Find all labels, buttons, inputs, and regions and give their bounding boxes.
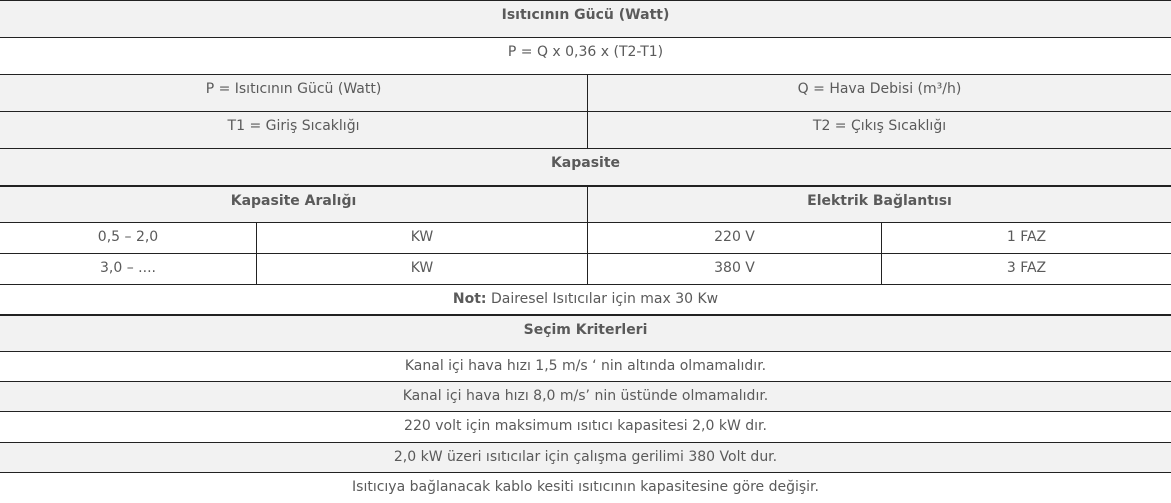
note-label: Not: [452, 291, 487, 307]
criteria-title-row: Seçim Kriterleri [0, 314, 1171, 351]
legend-row: P = Isıtıcının Gücü (Watt) Q = Hava Debi… [0, 74, 1171, 111]
legend-t1: T1 = Giriş Sıcaklığı [227, 118, 360, 134]
phase: 1 FAZ [881, 223, 1171, 253]
legend-row: T1 = Giriş Sıcaklığı T2 = Çıkış Sıcaklığ… [0, 111, 1171, 148]
criteria-title: Seçim Kriterleri [523, 322, 648, 338]
criteria-text: Kanal içi hava hızı 1,5 m/s ‘ nin altınd… [404, 358, 767, 374]
capacity-unit: KW [256, 223, 587, 253]
criteria-text: Kanal içi hava hızı 8,0 m/s’ nin üstünde… [402, 388, 769, 404]
criteria-item: Kanal içi hava hızı 1,5 m/s ‘ nin altınd… [0, 351, 1171, 381]
legend-t2: T2 = Çıkış Sıcaklığı [587, 112, 1171, 148]
note: Not: Dairesel Isıtıcılar için max 30 Kw [0, 285, 1171, 314]
note-text: Dairesel Isıtıcılar için max 30 Kw [486, 291, 719, 307]
capacity-title-row: Kapasite [0, 148, 1171, 185]
phase: 3 FAZ [881, 254, 1171, 284]
capacity-range: 3,0 – .... [100, 260, 156, 276]
criteria-item: 2,0 kW üzeri ısıtıcılar için çalışma ger… [0, 442, 1171, 472]
capacity-range-header: Kapasite Aralığı [230, 193, 357, 209]
criteria-text: 220 volt için maksimum ısıtıcı kapasites… [404, 418, 767, 434]
criteria-item: Kanal içi hava hızı 8,0 m/s’ nin üstünde… [0, 381, 1171, 411]
criteria-item: 220 volt için maksimum ısıtıcı kapasites… [0, 411, 1171, 442]
legend-q: Q = Hava Debisi (m³/h) [587, 75, 1171, 111]
criteria-item: Isıtıcıya bağlanacak kablo kesiti ısıtıc… [0, 472, 1171, 503]
table-title: Isıtıcının Gücü (Watt) [501, 7, 670, 23]
table-row: 0,5 – 2,0 KW 220 V 1 FAZ [0, 222, 1171, 253]
formula-row: P = Q x 0,36 x (T2-T1) [0, 37, 1171, 74]
capacity-title: Kapasite [550, 155, 621, 171]
legend-p: P = Isıtıcının Gücü (Watt) [205, 81, 382, 97]
capacity-header-row: Kapasite Aralığı Elektrik Bağlantısı [0, 185, 1171, 222]
voltage: 220 V [587, 223, 881, 253]
criteria-text: Isıtıcıya bağlanacak kablo kesiti ısıtıc… [352, 479, 819, 495]
note-row: Not: Dairesel Isıtıcılar için max 30 Kw [0, 284, 1171, 314]
criteria-text: 2,0 kW üzeri ısıtıcılar için çalışma ger… [393, 449, 778, 465]
capacity-range: 0,5 – 2,0 [97, 229, 159, 245]
table-row: 3,0 – .... KW 380 V 3 FAZ [0, 253, 1171, 284]
title-row: Isıtıcının Gücü (Watt) [0, 0, 1171, 37]
capacity-unit: KW [256, 254, 587, 284]
voltage: 380 V [587, 254, 881, 284]
electric-connection-header: Elektrik Bağlantısı [587, 187, 1171, 222]
formula: P = Q x 0,36 x (T2-T1) [507, 44, 664, 60]
